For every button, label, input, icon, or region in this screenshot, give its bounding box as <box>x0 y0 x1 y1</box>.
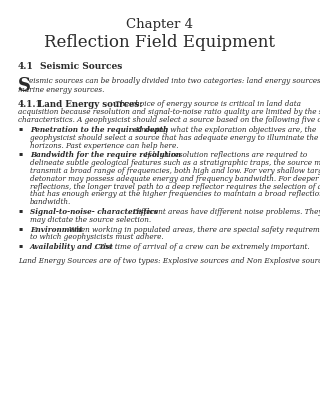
Text: Penetration to the required depth: Penetration to the required depth <box>30 126 168 134</box>
Text: : If high resolution reflections are required to: : If high resolution reflections are req… <box>140 151 307 159</box>
Text: Land Energy sources:: Land Energy sources: <box>38 100 142 109</box>
Text: reflections, the longer travel path to a deep reflector requires the selection o: reflections, the longer travel path to a… <box>30 182 320 190</box>
Text: acquisition because resolution and signal-to-noise ratio quality are limited by : acquisition because resolution and signa… <box>18 108 320 116</box>
Text: transmit a broad range of frequencies, both high and low. For very shallow targe: transmit a broad range of frequencies, b… <box>30 166 320 175</box>
Text: : The time of arrival of a crew can be extremely important.: : The time of arrival of a crew can be e… <box>94 242 310 251</box>
Text: The choice of energy source is critical in land data: The choice of energy source is critical … <box>113 100 301 108</box>
Text: ▪: ▪ <box>18 242 22 248</box>
Text: horizons. Past experience can help here.: horizons. Past experience can help here. <box>30 141 179 149</box>
Text: detonator may possess adequate energy and frequency bandwidth. For deeper: detonator may possess adequate energy an… <box>30 174 319 183</box>
Text: ▪: ▪ <box>18 151 22 156</box>
Text: ▪: ▪ <box>18 225 22 230</box>
Text: may dictate the source selection.: may dictate the source selection. <box>30 215 151 223</box>
Text: Land Energy Sources are of two types: Explosive sources and Non Explosive source: Land Energy Sources are of two types: Ex… <box>18 256 320 264</box>
Text: bandwidth.: bandwidth. <box>30 198 71 206</box>
Text: Availability and Cost: Availability and Cost <box>30 242 114 251</box>
Text: Reflection Field Equipment: Reflection Field Equipment <box>44 34 276 51</box>
Text: Signal-to-noise- characteristics: Signal-to-noise- characteristics <box>30 207 158 216</box>
Text: characteristics. A geophysicist should select a source based on the following fi: characteristics. A geophysicist should s… <box>18 116 320 124</box>
Text: S: S <box>18 77 31 95</box>
Text: ▪: ▪ <box>18 126 22 131</box>
Text: 4.1.1: 4.1.1 <box>18 100 43 109</box>
Text: : Different areas have different noise problems. They: : Different areas have different noise p… <box>128 207 320 216</box>
Text: ▪: ▪ <box>18 207 22 212</box>
Text: to which geophysicists must adhere.: to which geophysicists must adhere. <box>30 233 164 241</box>
Text: : Knowing what the exploration objectives are, the: : Knowing what the exploration objective… <box>131 126 316 134</box>
Text: Bandwidth for the require resolution: Bandwidth for the require resolution <box>30 151 181 159</box>
Text: Chapter 4: Chapter 4 <box>126 18 194 31</box>
Text: Seismic Sources: Seismic Sources <box>40 62 122 71</box>
Text: 4.1: 4.1 <box>18 62 34 71</box>
Text: Environment: Environment <box>30 225 83 233</box>
Text: delineate subtle geological features such as a stratigraphic traps, the source m: delineate subtle geological features suc… <box>30 159 320 167</box>
Text: geophysicist should select a source that has adequate energy to illuminate the t: geophysicist should select a source that… <box>30 133 320 142</box>
Text: eismic sources can be broadly divided into two categories: land energy sources a: eismic sources can be broadly divided in… <box>29 77 320 85</box>
Text: marine energy sources.: marine energy sources. <box>18 86 104 94</box>
Text: : When working in populated areas, there are special safety requirements: : When working in populated areas, there… <box>64 225 320 233</box>
Text: that has enough energy at the higher frequencies to maintain a broad reflection: that has enough energy at the higher fre… <box>30 190 320 198</box>
